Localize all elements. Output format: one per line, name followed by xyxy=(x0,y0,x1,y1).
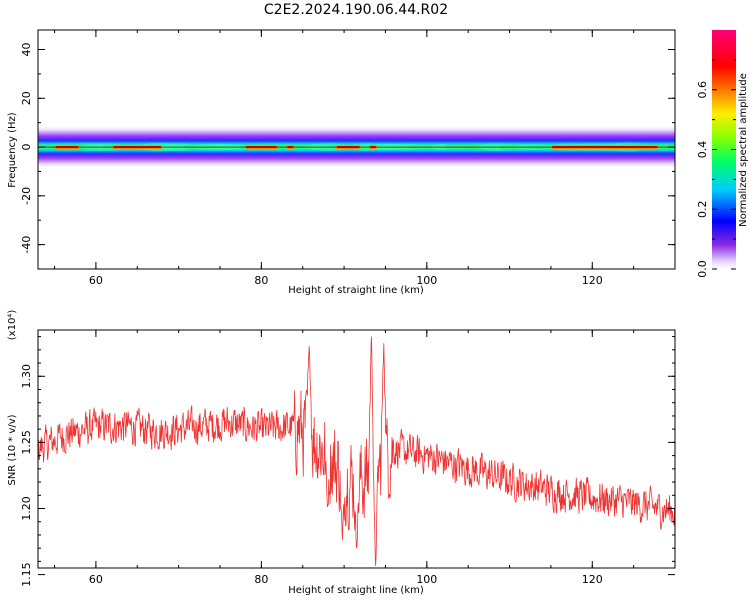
colorbar-tick-label: 0.0 xyxy=(696,260,709,278)
colorbar: 0.0 0.2 0.4 0.6 Normalized spectral amplitu… xyxy=(696,30,749,278)
snr-frame xyxy=(37,329,676,569)
snr-multiplier: (x10⁴) xyxy=(7,310,18,341)
y-tick-label: 1.25 xyxy=(20,430,33,455)
spectrogram-ylabel: Frequency (Hz) xyxy=(7,112,18,188)
y-tick-label: 0 xyxy=(20,144,33,151)
colorbar-tick-label: 0.6 xyxy=(696,81,709,99)
snr-series-line xyxy=(38,336,675,566)
colorbar-tick-label: 0.2 xyxy=(696,201,709,219)
x-tick-label: 100 xyxy=(416,573,437,586)
y-tick-label: 1.30 xyxy=(20,364,33,389)
snr-panel: 60 80 100 120 1.15 1.20 1.25 1.30 Height of str… xyxy=(7,310,676,596)
x-tick-label: 120 xyxy=(582,274,603,287)
x-tick-label: 120 xyxy=(582,573,603,586)
y-tick-label: -40 xyxy=(20,236,33,254)
figure-title: C2E2.2024.190.06.44.R02 xyxy=(264,2,448,18)
x-tick-label: 60 xyxy=(89,274,103,287)
y-tick-label: -20 xyxy=(20,187,33,205)
spectrogram-xlabel: Height of straight line (km) xyxy=(288,285,424,296)
snr-ylabel: SNR (10 * v/v) xyxy=(7,414,18,485)
x-tick-label: 60 xyxy=(89,573,103,586)
x-tick-label: 80 xyxy=(254,274,268,287)
spectrogram-frame xyxy=(37,29,676,270)
y-tick-label: 20 xyxy=(20,91,33,105)
y-tick-label: 1.20 xyxy=(20,496,33,521)
y-tick-label: 40 xyxy=(20,43,33,57)
snr-xlabel: Height of straight line (km) xyxy=(288,585,424,596)
spectrogram-panel: 60 80 100 120 -40 -20 0 20 40 Height of straight… xyxy=(7,29,676,296)
x-tick-label: 80 xyxy=(254,573,268,586)
colorbar-label: Normalized spectral amplitude xyxy=(738,73,749,227)
colorbar-tick-label: 0.4 xyxy=(696,141,709,159)
x-tick-label: 100 xyxy=(416,274,437,287)
y-tick-label: 1.15 xyxy=(20,562,33,587)
